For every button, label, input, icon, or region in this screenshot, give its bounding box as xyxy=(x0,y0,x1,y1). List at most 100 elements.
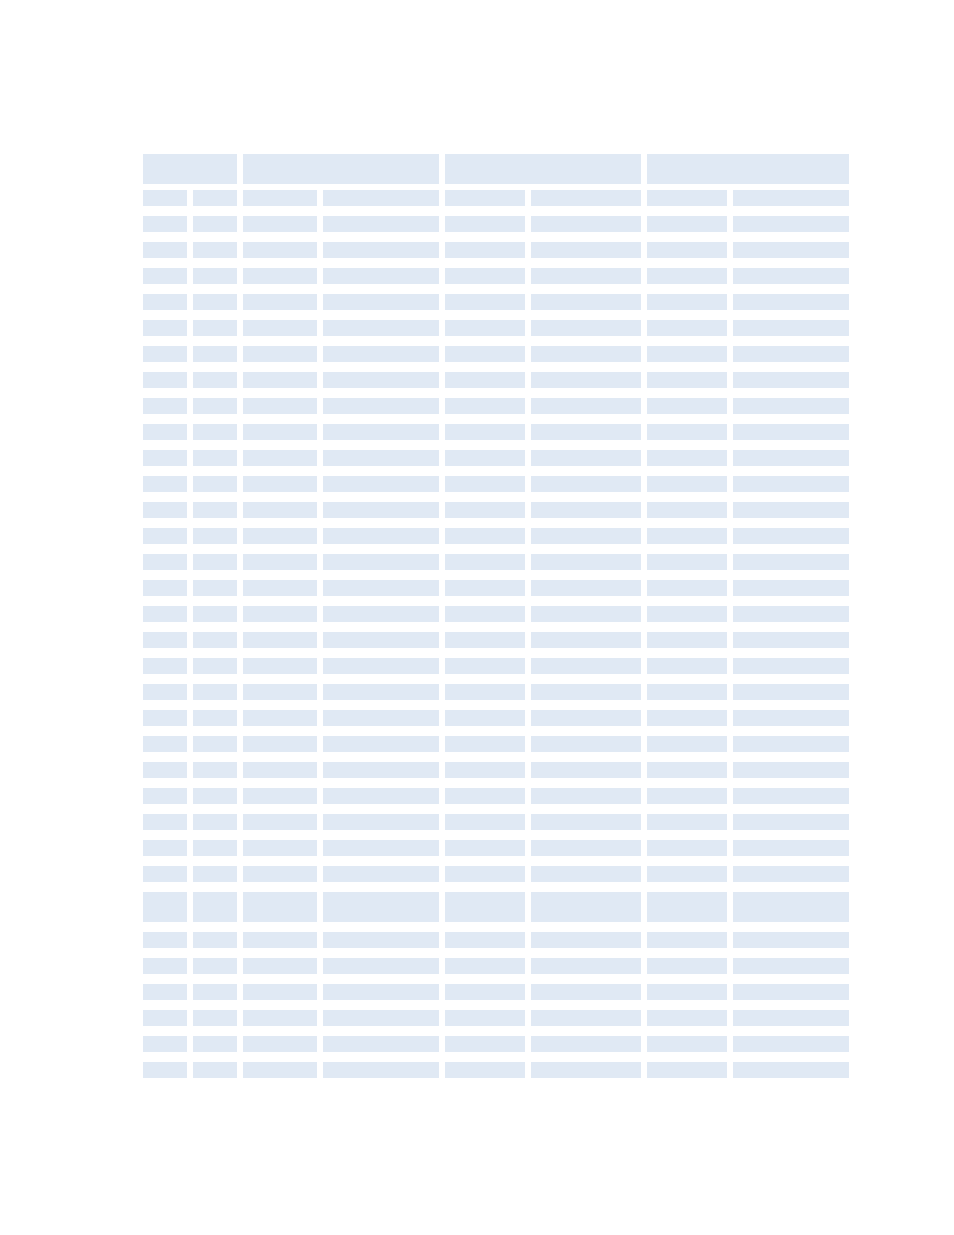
table-cell xyxy=(143,242,187,258)
table-cell xyxy=(733,932,849,948)
table-cell xyxy=(445,528,525,544)
table-cell xyxy=(531,684,641,700)
table-cell xyxy=(143,580,187,596)
table-row xyxy=(143,424,859,440)
table-cell xyxy=(323,866,439,882)
table-row xyxy=(143,554,859,570)
table-cell xyxy=(445,242,525,258)
header-group-cell xyxy=(647,154,849,184)
table-subheader-row xyxy=(143,190,859,206)
table-cell xyxy=(143,1062,187,1078)
table-cell xyxy=(243,892,317,922)
table-cell xyxy=(323,346,439,362)
table-cell xyxy=(445,216,525,232)
table-cell xyxy=(647,528,727,544)
table-row xyxy=(143,372,859,388)
table-cell xyxy=(143,346,187,362)
table-row xyxy=(143,216,859,232)
table-cell xyxy=(445,710,525,726)
table-cell xyxy=(531,216,641,232)
table-cell xyxy=(733,216,849,232)
subheader-cell xyxy=(445,190,525,206)
table-cell xyxy=(531,528,641,544)
table-cell xyxy=(445,346,525,362)
table-cell xyxy=(733,554,849,570)
table-cell xyxy=(143,398,187,414)
table-cell xyxy=(143,424,187,440)
table-cell xyxy=(143,762,187,778)
table-cell xyxy=(647,346,727,362)
table-cell xyxy=(647,554,727,570)
table-cell xyxy=(323,958,439,974)
table-cell xyxy=(445,372,525,388)
table-cell xyxy=(243,372,317,388)
table-cell xyxy=(243,554,317,570)
table-cell xyxy=(445,866,525,882)
table-row xyxy=(143,984,859,1000)
table-cell xyxy=(323,762,439,778)
table-cell xyxy=(193,632,237,648)
table-cell xyxy=(733,372,849,388)
table-cell xyxy=(193,684,237,700)
table-row xyxy=(143,840,859,856)
table-cell xyxy=(733,502,849,518)
table-cell xyxy=(143,984,187,1000)
table-cell xyxy=(647,840,727,856)
table-cell xyxy=(647,268,727,284)
table-cell xyxy=(647,606,727,622)
table-row xyxy=(143,294,859,310)
table-cell xyxy=(193,658,237,674)
table-cell xyxy=(193,932,237,948)
table-cell xyxy=(143,476,187,492)
table-cell xyxy=(323,984,439,1000)
table-cell xyxy=(243,736,317,752)
table-cell xyxy=(323,424,439,440)
table-cell xyxy=(243,1010,317,1026)
table-cell xyxy=(531,554,641,570)
table-cell xyxy=(243,788,317,804)
table-cell xyxy=(733,866,849,882)
table-cell xyxy=(243,762,317,778)
subheader-cell xyxy=(733,190,849,206)
table-cell xyxy=(531,1010,641,1026)
table-cell xyxy=(531,346,641,362)
table-cell xyxy=(647,866,727,882)
table-cell xyxy=(531,788,641,804)
table-cell xyxy=(193,866,237,882)
table-cell xyxy=(531,268,641,284)
table-cell xyxy=(323,1036,439,1052)
table-cell xyxy=(445,398,525,414)
table-cell xyxy=(445,268,525,284)
table-cell xyxy=(733,762,849,778)
table-cell xyxy=(647,1010,727,1026)
table-cell xyxy=(445,320,525,336)
table-row xyxy=(143,866,859,882)
table-cell xyxy=(323,398,439,414)
table-cell xyxy=(733,658,849,674)
header-group-cell xyxy=(143,154,237,184)
table-cell xyxy=(193,840,237,856)
table-cell xyxy=(733,424,849,440)
header-group-cell xyxy=(445,154,641,184)
table-cell xyxy=(323,932,439,948)
table-cell xyxy=(193,268,237,284)
table-cell xyxy=(531,1062,641,1078)
table-cell xyxy=(445,632,525,648)
table-cell xyxy=(531,502,641,518)
table-cell xyxy=(647,1036,727,1052)
table-cell xyxy=(243,450,317,466)
table-cell xyxy=(733,294,849,310)
table-cell xyxy=(733,580,849,596)
table-cell xyxy=(531,840,641,856)
table-cell xyxy=(243,1062,317,1078)
table-cell xyxy=(193,242,237,258)
table-cell xyxy=(243,958,317,974)
table-cell xyxy=(323,840,439,856)
table-cell xyxy=(647,294,727,310)
table-body xyxy=(143,216,859,1078)
table-cell xyxy=(531,1036,641,1052)
table-cell xyxy=(193,294,237,310)
table-cell xyxy=(733,450,849,466)
table-cell xyxy=(445,1062,525,1078)
table-cell xyxy=(193,1010,237,1026)
